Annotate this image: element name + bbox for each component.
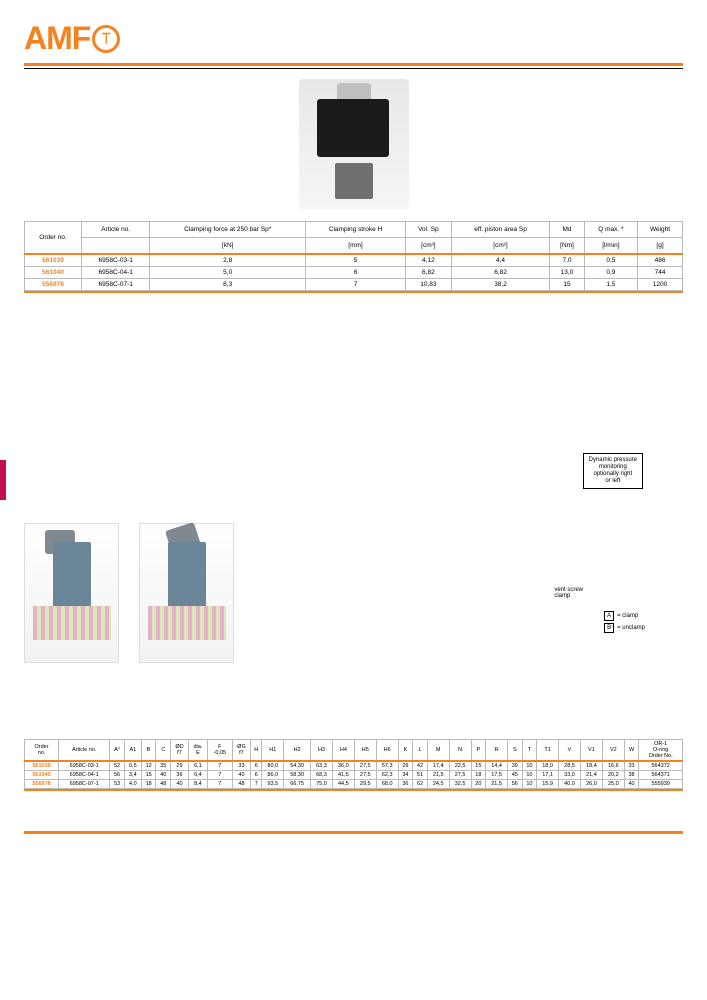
divider-orange [24, 63, 683, 66]
th-vol-u: [cm³] [406, 238, 452, 254]
th: ØD f7 [170, 739, 188, 761]
th-md-u: [Nm] [550, 238, 584, 254]
th: P [471, 739, 486, 761]
th-q: Q max. * [584, 222, 637, 238]
order-link[interactable]: 556978 [32, 781, 50, 787]
vent-label: vent screw clamp [554, 587, 583, 600]
th-w: Weight [638, 222, 683, 238]
legend: A= clamp B= unclamp [604, 609, 645, 635]
th: R [486, 739, 508, 761]
th-cs: Clamping stroke H [306, 222, 406, 238]
th: W [624, 739, 639, 761]
th: Article no. [59, 739, 110, 761]
divider-black [24, 68, 683, 69]
th: Order no. [25, 739, 59, 761]
th: H2 [284, 739, 311, 761]
th: H4 [332, 739, 354, 761]
spec-table-2: Order no.Article no.A°A1BCØD f7dia. EF -… [24, 739, 683, 789]
th: L [413, 739, 428, 761]
th-q-u: [l/min] [584, 238, 637, 254]
th-cf-u: [kN] [150, 238, 306, 254]
th: A1 [124, 739, 141, 761]
th: C [156, 739, 171, 761]
th: A° [110, 739, 125, 761]
th: M [427, 739, 449, 761]
order-link[interactable]: 556978 [42, 281, 64, 288]
th: H [251, 739, 262, 761]
spec-table-1: Order no. Article no. Clamping force at … [24, 221, 683, 291]
th: H3 [311, 739, 333, 761]
th-cs-u: [mm] [306, 238, 406, 254]
th: V [559, 739, 581, 761]
th-vol: Vol. Sp [406, 222, 452, 238]
diagram-unclamped [139, 523, 234, 663]
footer-rule [24, 831, 683, 834]
th: V1 [580, 739, 602, 761]
th: dia. E [188, 739, 207, 761]
table-row: 5610396958C-03-12,854,124,47,00,5486 [25, 254, 683, 267]
th-eff-u: [cm²] [451, 238, 550, 254]
table-row: 5610406958C-04-15,066,826,8213,00,9744 [25, 266, 683, 278]
th-order: Order no. [25, 222, 82, 254]
logo: AMF ⟙ [24, 20, 683, 57]
th: OR-1 O-ring Order No. [639, 739, 683, 761]
legend-a: A [604, 611, 614, 621]
th-w-u: [g] [638, 238, 683, 254]
table-row: 5569786958C-07-1534,01848408,4748793,566… [25, 779, 683, 788]
note-l4: or left [589, 478, 637, 485]
th: T [522, 739, 537, 761]
th: K [398, 739, 413, 761]
legend-b: B [604, 623, 614, 633]
th-cf: Clamping force at 250 bar Sp* [150, 222, 306, 238]
note-l2: monitoring [589, 464, 637, 471]
note-l3: optionally right [589, 471, 637, 478]
th: T1 [537, 739, 559, 761]
diagram-clamped [24, 523, 119, 663]
table-row: 5610396958C-03-1520,51235296,1733680,054… [25, 761, 683, 771]
th: H6 [376, 739, 398, 761]
note-l1: Dynamic pressure [589, 457, 637, 464]
th: V2 [602, 739, 624, 761]
th: F -0.05 [207, 739, 232, 761]
order-link[interactable]: 561039 [32, 763, 50, 769]
order-link[interactable]: 561040 [42, 269, 64, 276]
order-link[interactable]: 561039 [42, 257, 64, 264]
th: B [141, 739, 156, 761]
th-eff: eff. piston area Sp [451, 222, 550, 238]
th-md: Md [550, 222, 584, 238]
th: H5 [354, 739, 376, 761]
table-row: 5569786958C-07-18,3710,8338,2151,51200 [25, 278, 683, 290]
th: N [449, 739, 471, 761]
th: H1 [262, 739, 284, 761]
table-row: 5610406958C-04-1563,41540366,4740686,058… [25, 770, 683, 779]
product-image [24, 79, 683, 209]
th: S [508, 739, 523, 761]
logo-icon: ⟙ [92, 25, 120, 53]
order-link[interactable]: 561040 [32, 772, 50, 778]
th: ØG f7 [232, 739, 250, 761]
th-article: Article no. [82, 222, 150, 238]
note-box: Dynamic pressure monitoring optionally r… [583, 453, 643, 490]
logo-text: AMF [24, 20, 90, 57]
